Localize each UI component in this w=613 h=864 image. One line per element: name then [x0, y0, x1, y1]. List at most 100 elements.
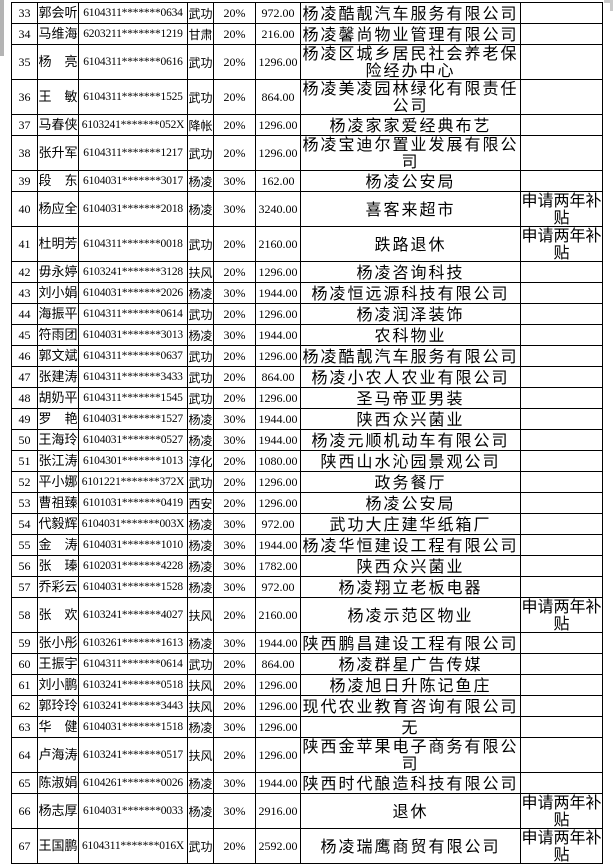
- rate-cell: 20%: [213, 226, 256, 262]
- name-cell: 马维海: [37, 23, 79, 45]
- rate-cell: 30%: [213, 772, 256, 794]
- id-number-cell: 6104031*******003X: [78, 513, 188, 535]
- name-cell: 张 瑧: [37, 555, 79, 577]
- table-row: 44 海振平 6104311*******0614 武功 20% 1296.00…: [11, 303, 603, 325]
- row-number-cell: 59: [11, 632, 38, 654]
- id-number-cell: 6104311*******0018: [78, 226, 188, 262]
- note-cell: [520, 695, 603, 717]
- table-row: 35 杨 亮 6104311*******0616 武功 20% 1296.00…: [11, 44, 603, 80]
- row-number-cell: 56: [11, 555, 38, 577]
- table-row: 59 张小彤 6103261*******1613 杨凌 30% 1944.00…: [11, 632, 603, 654]
- note-cell: [520, 492, 603, 514]
- name-cell: 曹祖臻: [37, 492, 79, 514]
- origin-cell: 武功: [187, 471, 214, 493]
- origin-cell: 杨凌: [187, 513, 214, 535]
- name-cell: 华 健: [37, 716, 79, 738]
- amount-cell: 1080.00: [255, 450, 301, 472]
- name-cell: 马春侠: [37, 114, 79, 136]
- note-cell: [520, 23, 603, 45]
- note-cell: [520, 737, 603, 773]
- note-cell: [520, 534, 603, 556]
- employer-cell: 陕西山水沁园景观公司: [300, 450, 521, 472]
- rate-cell: 20%: [213, 2, 256, 24]
- row-number-cell: 40: [11, 191, 38, 227]
- employer-cell: 杨凌馨尚物业管理有限公司: [300, 23, 521, 45]
- id-number-cell: 6104031*******1527: [78, 408, 188, 430]
- row-number-cell: 57: [11, 576, 38, 598]
- id-number-cell: 6104031*******0527: [78, 429, 188, 451]
- rate-cell: 20%: [213, 23, 256, 45]
- employer-cell: 杨凌瑞鹰商贸有限公司: [300, 828, 521, 864]
- origin-cell: 杨凌: [187, 534, 214, 556]
- amount-cell: 1296.00: [255, 695, 301, 717]
- table-row: 57 乔彩云 6104031*******1528 杨凌 30% 972.00 …: [11, 576, 603, 598]
- note-cell: 申请两年补贴: [520, 597, 603, 633]
- origin-cell: 扶风: [187, 261, 214, 283]
- name-cell: 代毅辉: [37, 513, 79, 535]
- table-row: 56 张 瑧 6102031*******4228 杨凌 30% 1782.00…: [11, 555, 603, 577]
- table-row: 48 胡奶平 6104311*******1545 武功 20% 1296.00…: [11, 387, 603, 409]
- row-number-cell: 51: [11, 450, 38, 472]
- id-number-cell: 6103241*******0517: [78, 737, 188, 773]
- table-row: 65 陈淑娟 6104261*******0026 杨凌 30% 1944.00…: [11, 772, 603, 794]
- amount-cell: 216.00: [255, 23, 301, 45]
- id-number-cell: 6101031*******0419: [78, 492, 188, 514]
- row-number-cell: 54: [11, 513, 38, 535]
- origin-cell: 杨凌: [187, 429, 214, 451]
- rate-cell: 30%: [213, 324, 256, 346]
- table-row: 63 华 健 6104031*******1518 杨凌 30% 1296.00…: [11, 716, 603, 738]
- origin-cell: 武功: [187, 2, 214, 24]
- window-edge-artifact-top-right: [604, 0, 613, 3]
- note-cell: [520, 114, 603, 136]
- employer-cell: 杨凌群星广告传媒: [300, 653, 521, 675]
- id-number-cell: 6104311*******016X: [78, 828, 188, 864]
- employer-cell: 政务餐厅: [300, 471, 521, 493]
- name-cell: 王国鹏: [37, 828, 79, 864]
- table-row: 66 杨志厚 6104031*******0033 杨凌 30% 2916.00…: [11, 793, 603, 829]
- rate-cell: 30%: [213, 429, 256, 451]
- origin-cell: 武功: [187, 387, 214, 409]
- note-cell: [520, 345, 603, 367]
- note-cell: [520, 2, 603, 24]
- table-row: 43 刘小娟 6104031*******2026 杨凌 30% 1944.00…: [11, 282, 603, 304]
- origin-cell: 杨凌: [187, 408, 214, 430]
- note-cell: 申请两年补贴: [520, 828, 603, 864]
- rate-cell: 20%: [213, 261, 256, 283]
- table-row: 51 张江涛 6104301*******1013 淳化 20% 1080.00…: [11, 450, 603, 472]
- rate-cell: 20%: [213, 471, 256, 493]
- origin-cell: 西安: [187, 492, 214, 514]
- row-number-cell: 36: [11, 79, 38, 115]
- employer-cell: 陕西众兴菌业: [300, 555, 521, 577]
- row-number-cell: 55: [11, 534, 38, 556]
- row-number-cell: 65: [11, 772, 38, 794]
- rate-cell: 30%: [213, 513, 256, 535]
- table-row: 41 杜明芳 6104311*******0018 武功 20% 2160.00…: [11, 226, 603, 262]
- note-cell: [520, 387, 603, 409]
- name-cell: 乔彩云: [37, 576, 79, 598]
- rate-cell: 20%: [213, 653, 256, 675]
- row-number-cell: 46: [11, 345, 38, 367]
- rate-cell: 20%: [213, 135, 256, 171]
- employer-cell: 杨凌美凌园林绿化有限责任公司: [300, 79, 521, 115]
- row-number-cell: 52: [11, 471, 38, 493]
- name-cell: 海振平: [37, 303, 79, 325]
- row-number-cell: 47: [11, 366, 38, 388]
- employer-cell: 杨凌华恒建设工程有限公司: [300, 534, 521, 556]
- name-cell: 张江涛: [37, 450, 79, 472]
- id-number-cell: 6103241*******4027: [78, 597, 188, 633]
- origin-cell: 武功: [187, 135, 214, 171]
- id-number-cell: 6104311*******1217: [78, 135, 188, 171]
- name-cell: 卢海涛: [37, 737, 79, 773]
- origin-cell: 杨凌: [187, 191, 214, 227]
- id-number-cell: 6104311*******0616: [78, 44, 188, 80]
- amount-cell: 1944.00: [255, 324, 301, 346]
- subsidy-table-body: 33 郭会听 6104311*******0634 武功 20% 972.00 …: [11, 2, 603, 864]
- rate-cell: 20%: [213, 737, 256, 773]
- origin-cell: 武功: [187, 303, 214, 325]
- table-row: 47 张建涛 6104311*******3433 武功 20% 864.00 …: [11, 366, 603, 388]
- name-cell: 张 欢: [37, 597, 79, 633]
- note-cell: [520, 324, 603, 346]
- table-row: 37 马春侠 6103241*******052X 降帐 20% 1296.00…: [11, 114, 603, 136]
- name-cell: 杨应全: [37, 191, 79, 227]
